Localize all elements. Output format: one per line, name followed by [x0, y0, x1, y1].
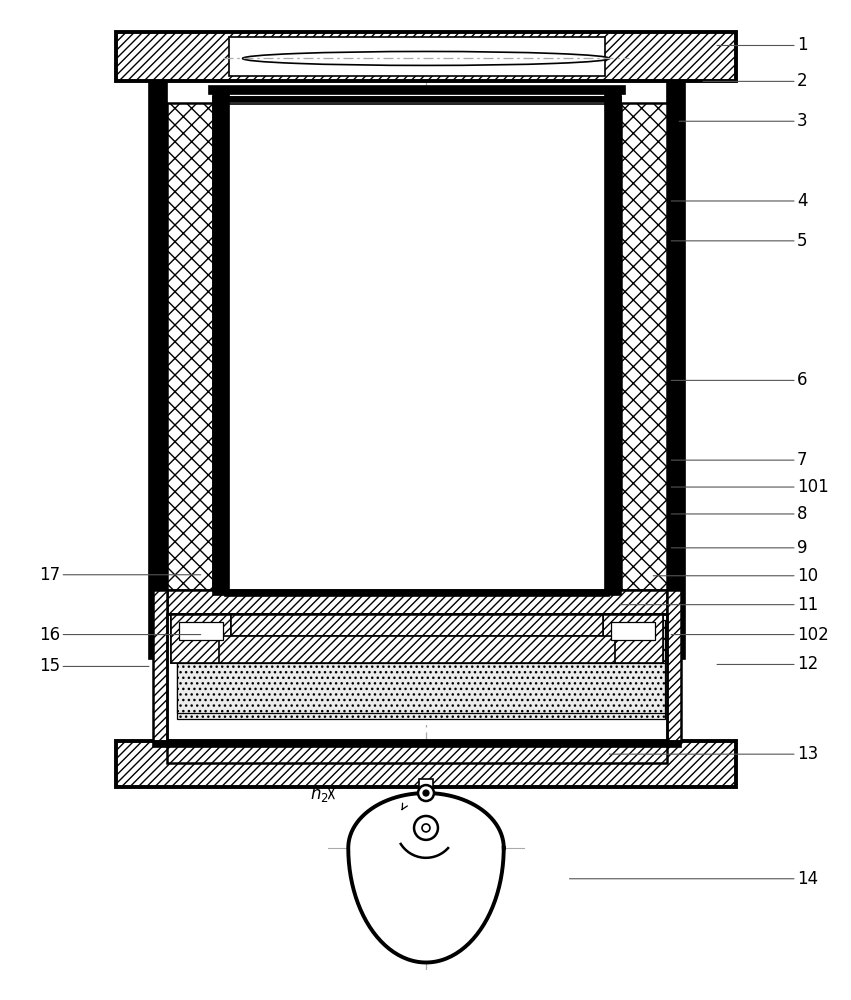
- Text: 4: 4: [671, 192, 808, 210]
- Bar: [605, 91, 621, 595]
- Bar: [213, 97, 621, 102]
- Bar: [225, 590, 609, 596]
- Bar: [177, 663, 665, 713]
- Bar: [153, 741, 681, 747]
- Text: 15: 15: [39, 657, 149, 675]
- Bar: [177, 620, 665, 719]
- Bar: [419, 779, 433, 795]
- Text: 11: 11: [620, 596, 818, 614]
- Text: 101: 101: [671, 478, 829, 496]
- Text: $h_2$: $h_2$: [310, 783, 328, 804]
- Bar: [213, 91, 229, 595]
- Bar: [167, 103, 213, 590]
- Polygon shape: [348, 793, 504, 962]
- Bar: [667, 590, 681, 741]
- Text: 6: 6: [671, 371, 808, 389]
- Bar: [177, 663, 665, 713]
- Text: 3: 3: [679, 112, 808, 130]
- Bar: [667, 81, 685, 659]
- Bar: [611, 622, 655, 640]
- Bar: [219, 636, 615, 663]
- Bar: [179, 622, 223, 640]
- Ellipse shape: [243, 51, 609, 65]
- Text: 17: 17: [39, 566, 201, 584]
- Bar: [229, 91, 605, 595]
- Text: 8: 8: [671, 505, 808, 523]
- Text: 2: 2: [703, 72, 808, 90]
- Text: 9: 9: [671, 539, 808, 557]
- Circle shape: [414, 816, 438, 840]
- Circle shape: [423, 790, 429, 796]
- Bar: [171, 614, 231, 663]
- Bar: [231, 614, 603, 636]
- Bar: [149, 81, 167, 659]
- Bar: [229, 37, 605, 76]
- Bar: [116, 32, 736, 81]
- Text: 1: 1: [717, 36, 808, 54]
- Text: 7: 7: [671, 451, 808, 469]
- Text: 14: 14: [569, 870, 818, 888]
- Circle shape: [418, 785, 434, 801]
- Text: 10: 10: [654, 567, 818, 585]
- Bar: [208, 86, 625, 94]
- Bar: [179, 622, 223, 640]
- Bar: [611, 622, 655, 640]
- Bar: [153, 590, 167, 741]
- Bar: [116, 741, 736, 787]
- Bar: [167, 614, 667, 763]
- Text: 5: 5: [671, 232, 808, 250]
- Text: 13: 13: [609, 745, 818, 763]
- Bar: [603, 614, 663, 663]
- Bar: [621, 103, 667, 590]
- Text: 102: 102: [671, 626, 829, 644]
- Circle shape: [422, 824, 430, 832]
- Text: 12: 12: [717, 655, 818, 673]
- Text: 16: 16: [39, 626, 201, 644]
- Bar: [603, 614, 663, 663]
- Bar: [231, 614, 603, 636]
- Bar: [167, 590, 667, 614]
- Bar: [171, 614, 231, 663]
